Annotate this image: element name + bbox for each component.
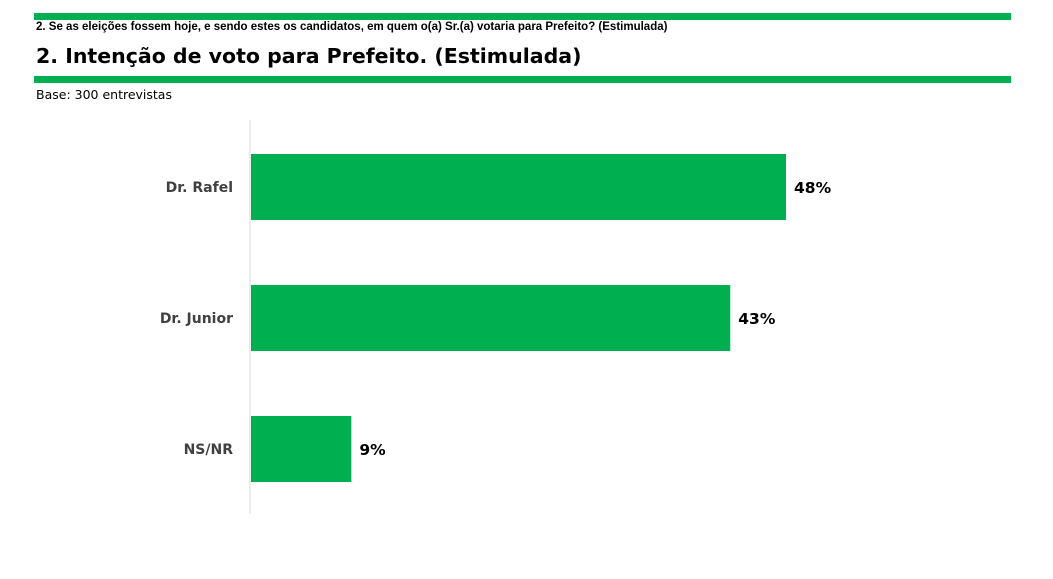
bar-1 [251, 285, 731, 351]
value-label: 48% [794, 179, 832, 197]
bottom-accent-bar [34, 76, 1011, 83]
bar-2 [251, 416, 352, 482]
top-accent-bar [34, 13, 1011, 20]
category-label: Dr. Junior [160, 311, 233, 327]
question-text: 2. Se as eleições fossem hoje, e sendo e… [36, 21, 668, 33]
category-label: Dr. Rafel [166, 180, 233, 196]
category-label: NS/NR [184, 442, 234, 458]
bar-0 [251, 154, 786, 220]
page-title: 2. Intenção de voto para Prefeito. (Esti… [36, 44, 582, 68]
value-label: 9% [359, 441, 386, 459]
sample-base-note: Base: 300 entrevistas [36, 87, 172, 102]
value-label: 43% [738, 310, 776, 328]
